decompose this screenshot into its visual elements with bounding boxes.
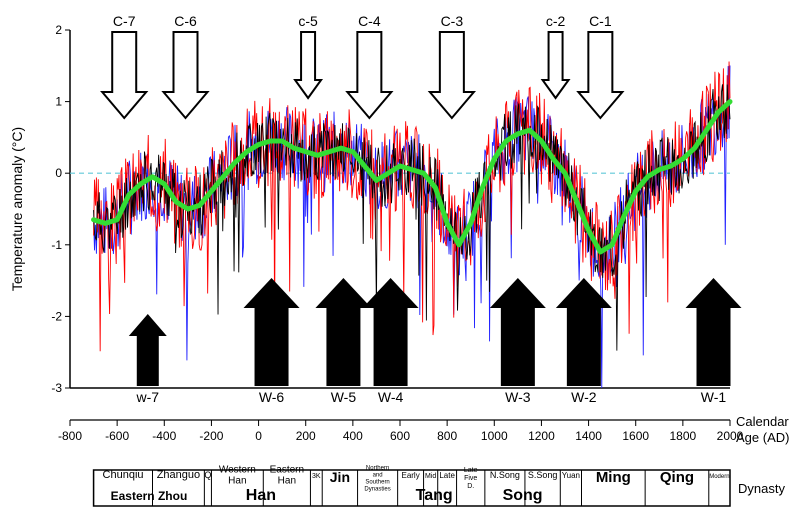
warm-arrow-label: W-1: [701, 389, 727, 405]
x-axis-label-1: Calendar: [736, 414, 789, 429]
dynasty-cell: Early: [401, 471, 419, 480]
warm-arrow-label: w-7: [136, 389, 160, 405]
warm-arrow-label: W-3: [505, 389, 531, 405]
warm-arrow-label: W-2: [571, 389, 597, 405]
x-tick-label: -600: [105, 429, 129, 443]
warm-arrow: [490, 278, 546, 386]
x-tick-label: 800: [437, 429, 457, 443]
dynasty-cell: Qing: [660, 469, 694, 486]
warm-arrow: [244, 278, 300, 386]
dynasty-cell: Late: [464, 467, 478, 474]
cold-arrow: [102, 32, 146, 118]
cold-arrow-label: C-3: [441, 13, 464, 29]
cold-arrow-label: C-7: [113, 13, 136, 29]
x-tick-label: 400: [343, 429, 363, 443]
x-tick-label: -200: [199, 429, 223, 443]
dynasty-cell: Mid: [425, 473, 436, 480]
dynasty-cell: Northern: [366, 466, 389, 472]
y-tick-label: -1: [51, 238, 62, 252]
x-tick-label: 1600: [622, 429, 649, 443]
x-tick-label: 1800: [670, 429, 697, 443]
dynasty-cell-major: Song: [503, 487, 543, 504]
dynasty-cell-major: Han: [246, 487, 276, 504]
dynasty-cell: Han: [228, 476, 246, 487]
x-tick-label: -800: [58, 429, 82, 443]
warm-arrow: [363, 278, 419, 386]
cold-arrow-label: c-2: [546, 13, 566, 29]
warm-arrow: [315, 278, 371, 386]
dynasty-cell: S.Song: [528, 470, 558, 480]
cold-arrow: [164, 32, 208, 118]
y-tick-label: 1: [55, 95, 62, 109]
dynasty-cell-major: Eastern Zhou: [111, 489, 188, 503]
cold-arrow: [347, 32, 391, 118]
x-tick-label: 1000: [481, 429, 508, 443]
cold-arrow: [543, 32, 569, 98]
y-tick-label: 0: [55, 166, 62, 180]
cold-arrow-label: C-1: [589, 13, 612, 29]
dynasty-cell: Chunqiu: [103, 469, 144, 481]
dynasty-cell: Yuan: [562, 471, 580, 480]
x-tick-label: 1200: [528, 429, 555, 443]
y-tick-label: -2: [51, 309, 62, 323]
dynasty-cell: Late: [439, 471, 455, 480]
dynasty-cell: Zhanguo: [157, 469, 200, 481]
warm-arrow: [129, 314, 167, 386]
dynasty-cell: Q: [204, 470, 211, 480]
dynasty-cell: Five: [464, 475, 477, 482]
y-tick-label: 2: [55, 23, 62, 37]
cold-arrow-label: c-5: [298, 13, 318, 29]
x-tick-label: 0: [255, 429, 262, 443]
warm-arrow-label: W-4: [378, 389, 404, 405]
dynasty-cell: Southern: [365, 480, 389, 486]
dynasty-cell: Jin: [330, 469, 350, 485]
cold-arrow: [578, 32, 622, 118]
cold-arrow-label: C-6: [174, 13, 197, 29]
cold-arrow-label: C-4: [358, 13, 381, 29]
dynasty-cell: Han: [278, 476, 296, 487]
dynasty-label: Dynasty: [738, 481, 785, 496]
dynasty-cell: and: [373, 473, 383, 479]
dynasty-cell: Dynasties: [364, 487, 390, 493]
dynasty-cell: Eastern: [270, 465, 304, 476]
warm-arrow-label: W-5: [331, 389, 357, 405]
x-tick-label: -400: [152, 429, 176, 443]
y-axis-label: Temperature anomaly (°C): [9, 127, 25, 291]
x-tick-label: 600: [390, 429, 410, 443]
dynasty-cell: D.: [467, 483, 474, 490]
dynasty-cell-major: Tang: [416, 487, 453, 504]
dynasty-cell: Modern: [709, 474, 729, 480]
warm-arrow-label: W-6: [259, 389, 285, 405]
chart-svg: -3 -2 -1 0 1 2 Temperature anomaly (°C) C-7 C-6 c…: [0, 0, 800, 516]
dynasty-cell: N.Song: [490, 470, 520, 480]
cold-arrow: [430, 32, 474, 118]
x-tick-label: 200: [296, 429, 316, 443]
dynasty-cell: 3K: [312, 473, 321, 480]
cold-arrow: [295, 32, 321, 98]
warm-arrow: [556, 278, 612, 386]
x-tick-label: 1400: [575, 429, 602, 443]
dynasty-cell: Western: [219, 465, 256, 476]
dynasty-cell: Ming: [596, 469, 631, 486]
y-tick-label: -3: [51, 381, 62, 395]
figure-root: -3 -2 -1 0 1 2 Temperature anomaly (°C) C-7 C-6 c…: [0, 0, 800, 516]
warm-arrow: [686, 278, 742, 386]
x-axis-label-2: Age (AD): [736, 430, 789, 445]
